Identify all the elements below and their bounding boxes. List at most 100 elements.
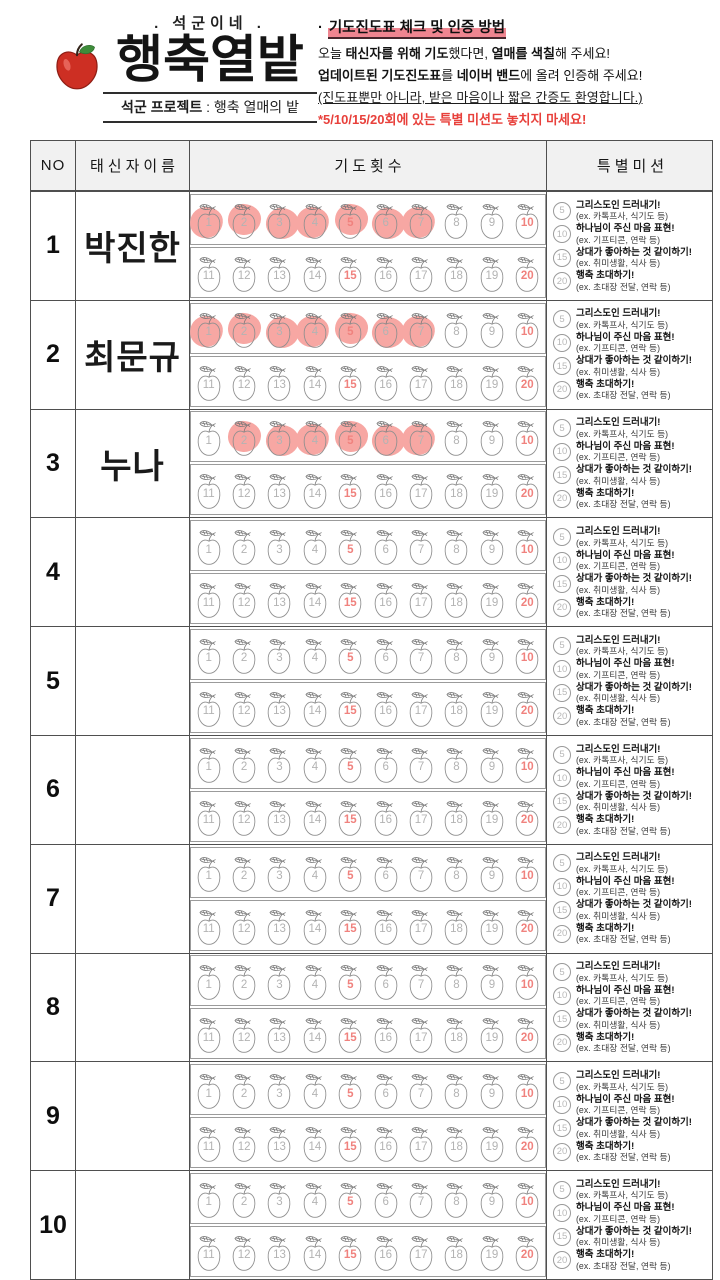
apple-16[interactable]: 16 bbox=[368, 357, 403, 406]
apple-16[interactable]: 16 bbox=[368, 683, 403, 732]
apple-10[interactable]: 10 bbox=[510, 1065, 545, 1114]
name-cell[interactable] bbox=[75, 1062, 189, 1171]
apple-18[interactable]: 18 bbox=[439, 248, 474, 297]
apple-11[interactable]: 11 bbox=[191, 357, 226, 406]
apple-19[interactable]: 19 bbox=[474, 1009, 509, 1058]
apple-3[interactable]: 3 bbox=[262, 1065, 297, 1114]
apple-11[interactable]: 11 bbox=[191, 1227, 226, 1276]
apple-5[interactable]: 5 bbox=[333, 848, 368, 897]
apple-17[interactable]: 17 bbox=[403, 792, 438, 841]
apple-16[interactable]: 16 bbox=[368, 1227, 403, 1276]
apple-14[interactable]: 14 bbox=[297, 465, 332, 514]
apple-14[interactable]: 14 bbox=[297, 1009, 332, 1058]
apple-18[interactable]: 18 bbox=[439, 574, 474, 623]
apple-8[interactable]: 8 bbox=[439, 739, 474, 788]
apple-18[interactable]: 18 bbox=[439, 792, 474, 841]
apple-7[interactable]: 7 bbox=[403, 739, 438, 788]
apple-15[interactable]: 15 bbox=[333, 574, 368, 623]
apple-12[interactable]: 12 bbox=[226, 248, 261, 297]
apple-12[interactable]: 12 bbox=[226, 901, 261, 950]
name-cell[interactable] bbox=[75, 844, 189, 953]
apple-20[interactable]: 20 bbox=[510, 1009, 545, 1058]
apple-6[interactable]: 6 bbox=[368, 1065, 403, 1114]
apple-17[interactable]: 17 bbox=[403, 901, 438, 950]
apple-16[interactable]: 16 bbox=[368, 901, 403, 950]
apple-6[interactable]: 6 bbox=[368, 848, 403, 897]
apple-6[interactable]: 6 bbox=[368, 521, 403, 570]
apple-7[interactable]: 7 bbox=[403, 521, 438, 570]
apple-14[interactable]: 14 bbox=[297, 248, 332, 297]
apple-12[interactable]: 12 bbox=[226, 1118, 261, 1167]
apple-12[interactable]: 12 bbox=[226, 1227, 261, 1276]
apple-16[interactable]: 16 bbox=[368, 248, 403, 297]
apple-4[interactable]: 4 bbox=[294, 304, 332, 353]
apple-11[interactable]: 11 bbox=[191, 1118, 226, 1167]
apple-17[interactable]: 17 bbox=[403, 465, 438, 514]
apple-4[interactable]: 4 bbox=[297, 1174, 332, 1223]
apple-3[interactable]: 3 bbox=[262, 521, 297, 570]
apple-4[interactable]: 4 bbox=[297, 521, 332, 570]
apple-5[interactable]: 5 bbox=[333, 630, 368, 679]
apple-1[interactable]: 1 bbox=[191, 956, 226, 1005]
apple-13[interactable]: 13 bbox=[262, 901, 297, 950]
apple-19[interactable]: 19 bbox=[474, 1227, 509, 1276]
apple-17[interactable]: 17 bbox=[403, 248, 438, 297]
apple-2[interactable]: 2 bbox=[226, 848, 261, 897]
apple-15[interactable]: 15 bbox=[333, 1118, 368, 1167]
apple-14[interactable]: 14 bbox=[297, 574, 332, 623]
apple-7[interactable]: 7 bbox=[403, 1174, 438, 1223]
apple-10[interactable]: 10 bbox=[510, 412, 545, 461]
apple-20[interactable]: 20 bbox=[510, 357, 545, 406]
apple-12[interactable]: 12 bbox=[226, 465, 261, 514]
apple-18[interactable]: 18 bbox=[439, 1227, 474, 1276]
apple-10[interactable]: 10 bbox=[510, 195, 545, 244]
apple-4[interactable]: 4 bbox=[297, 739, 332, 788]
apple-9[interactable]: 9 bbox=[474, 521, 509, 570]
apple-11[interactable]: 11 bbox=[191, 248, 226, 297]
apple-1[interactable]: 1 bbox=[191, 521, 226, 570]
apple-16[interactable]: 16 bbox=[368, 1118, 403, 1167]
apple-18[interactable]: 18 bbox=[439, 1118, 474, 1167]
apple-7[interactable]: 7 bbox=[403, 848, 438, 897]
apple-2[interactable]: 2 bbox=[226, 1174, 261, 1223]
apple-10[interactable]: 10 bbox=[510, 848, 545, 897]
apple-7[interactable]: 7 bbox=[400, 304, 438, 353]
apple-9[interactable]: 9 bbox=[474, 956, 509, 1005]
apple-19[interactable]: 19 bbox=[474, 357, 509, 406]
apple-4[interactable]: 4 bbox=[294, 412, 332, 461]
apple-7[interactable]: 7 bbox=[403, 956, 438, 1005]
apple-11[interactable]: 11 bbox=[191, 1009, 226, 1058]
apple-6[interactable]: 6 bbox=[368, 630, 403, 679]
apple-18[interactable]: 18 bbox=[439, 357, 474, 406]
apple-20[interactable]: 20 bbox=[510, 683, 545, 732]
apple-16[interactable]: 16 bbox=[368, 574, 403, 623]
apple-1[interactable]: 1 bbox=[191, 1065, 226, 1114]
apple-9[interactable]: 9 bbox=[474, 630, 509, 679]
apple-17[interactable]: 17 bbox=[403, 1009, 438, 1058]
apple-19[interactable]: 19 bbox=[474, 792, 509, 841]
name-cell[interactable] bbox=[75, 518, 189, 627]
apple-3[interactable]: 3 bbox=[262, 304, 302, 353]
apple-9[interactable]: 9 bbox=[474, 195, 509, 244]
apple-13[interactable]: 13 bbox=[262, 1227, 297, 1276]
apple-1[interactable]: 1 bbox=[191, 1174, 226, 1223]
apple-7[interactable]: 7 bbox=[400, 412, 438, 461]
apple-3[interactable]: 3 bbox=[262, 848, 297, 897]
apple-14[interactable]: 14 bbox=[297, 1118, 332, 1167]
apple-2[interactable]: 2 bbox=[226, 304, 263, 353]
apple-2[interactable]: 2 bbox=[226, 956, 261, 1005]
apple-19[interactable]: 19 bbox=[474, 465, 509, 514]
apple-9[interactable]: 9 bbox=[474, 739, 509, 788]
apple-6[interactable]: 6 bbox=[368, 195, 408, 244]
apple-5[interactable]: 5 bbox=[333, 195, 369, 244]
apple-20[interactable]: 20 bbox=[510, 901, 545, 950]
apple-16[interactable]: 16 bbox=[368, 465, 403, 514]
apple-11[interactable]: 11 bbox=[191, 683, 226, 732]
apple-4[interactable]: 4 bbox=[294, 195, 332, 244]
apple-3[interactable]: 3 bbox=[262, 195, 302, 244]
apple-2[interactable]: 2 bbox=[226, 739, 261, 788]
name-cell[interactable] bbox=[75, 627, 189, 735]
apple-14[interactable]: 14 bbox=[297, 357, 332, 406]
apple-1[interactable]: 1 bbox=[191, 412, 226, 461]
apple-9[interactable]: 9 bbox=[474, 848, 509, 897]
